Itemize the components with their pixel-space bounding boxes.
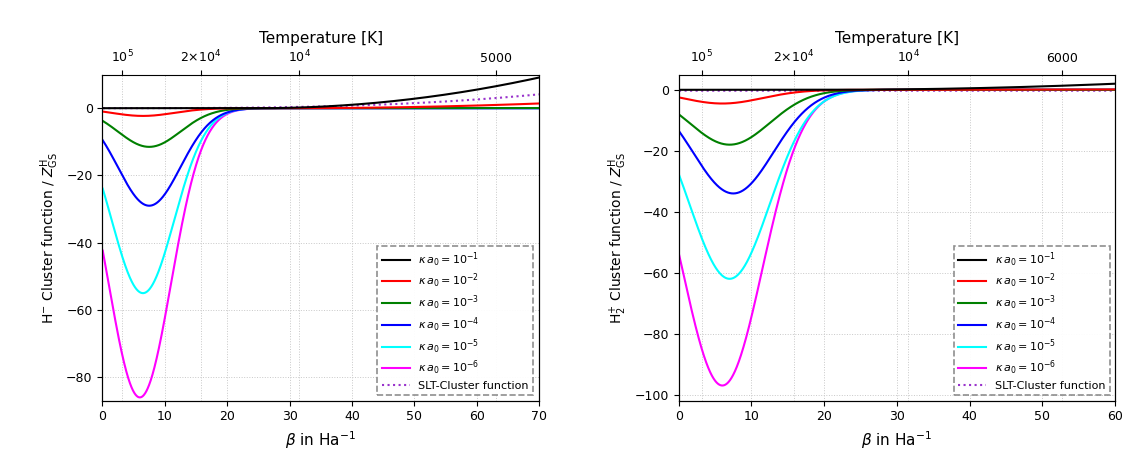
X-axis label: Temperature [K]: Temperature [K] — [835, 31, 959, 46]
Y-axis label: H$^{-}$ Cluster function / $Z^{\rm H}_{\rm GS}$: H$^{-}$ Cluster function / $Z^{\rm H}_{\… — [38, 151, 60, 324]
X-axis label: $\beta$ in Ha$^{-1}$: $\beta$ in Ha$^{-1}$ — [286, 429, 356, 451]
X-axis label: $\beta$ in Ha$^{-1}$: $\beta$ in Ha$^{-1}$ — [861, 429, 932, 451]
Legend: $\kappa\, a_0 = 10^{-1}$, $\kappa\, a_0 = 10^{-2}$, $\kappa\, a_0 = 10^{-3}$, $\: $\kappa\, a_0 = 10^{-1}$, $\kappa\, a_0 … — [378, 246, 534, 395]
Legend: $\kappa\, a_0 = 10^{-1}$, $\kappa\, a_0 = 10^{-2}$, $\kappa\, a_0 = 10^{-3}$, $\: $\kappa\, a_0 = 10^{-1}$, $\kappa\, a_0 … — [954, 246, 1110, 395]
Y-axis label: H$^{+}_{2}$ Cluster function / $Z^{\rm H}_{\rm GS}$: H$^{+}_{2}$ Cluster function / $Z^{\rm H… — [607, 151, 629, 324]
X-axis label: Temperature [K]: Temperature [K] — [258, 31, 382, 46]
